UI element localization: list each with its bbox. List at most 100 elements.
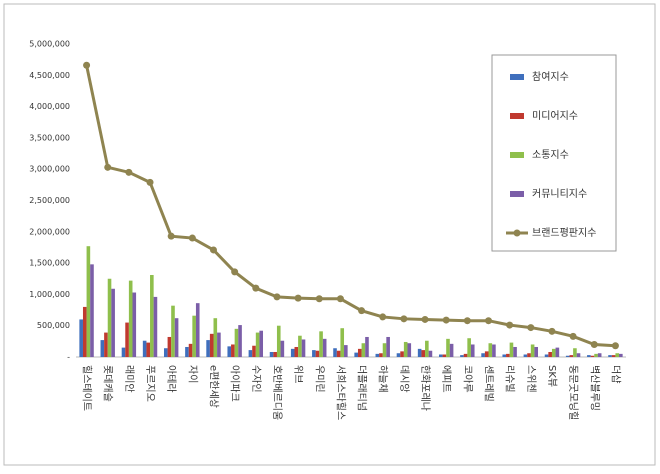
line-marker	[611, 342, 619, 350]
bar	[534, 346, 539, 357]
bar	[502, 354, 507, 357]
bar	[111, 288, 115, 357]
line-marker	[294, 294, 302, 302]
line-marker	[358, 307, 366, 315]
bar	[238, 325, 242, 357]
bar	[506, 353, 510, 357]
legend-label: 브랜드평판지수	[532, 227, 596, 239]
x-tick-label: 힐스테이트	[81, 365, 94, 411]
bar	[484, 351, 489, 357]
bar	[290, 348, 295, 357]
bar	[195, 303, 200, 357]
bar	[125, 322, 129, 357]
x-tick-label: 센트레빌	[483, 365, 495, 402]
bar	[312, 350, 316, 357]
bar	[379, 353, 383, 357]
bar	[121, 347, 126, 357]
bar	[298, 335, 302, 357]
bar	[259, 330, 264, 357]
line-marker	[83, 61, 91, 69]
legend-marker	[513, 229, 521, 237]
y-tick-label: 4,500,000	[29, 71, 70, 80]
bar	[449, 343, 454, 357]
x-tick-label: 더플래티넘	[356, 365, 368, 411]
line-marker	[442, 316, 450, 324]
bar	[354, 352, 358, 357]
bar	[153, 296, 158, 357]
bar	[425, 340, 429, 357]
bar	[150, 274, 154, 357]
bar	[463, 353, 468, 357]
x-tick-label: 자이	[186, 365, 198, 383]
line-marker	[167, 232, 175, 240]
bar	[171, 305, 175, 357]
x-tick-label: 데시앙	[398, 365, 410, 393]
line-marker	[146, 178, 154, 186]
bar	[438, 354, 443, 357]
bar	[357, 348, 362, 357]
bar	[255, 332, 260, 357]
bar	[573, 348, 577, 357]
y-tick-label: 3,000,000	[29, 165, 70, 174]
x-tick-label: 더샵	[609, 365, 621, 383]
x-tick-label: 아이파크	[229, 365, 241, 402]
line-series	[85, 64, 616, 348]
bar	[513, 346, 517, 357]
legend-label: 소통지수	[532, 149, 569, 161]
bar	[565, 355, 570, 357]
legend-label: 커뮤니티지수	[532, 188, 587, 200]
x-tick-label: 한화포레나	[419, 365, 431, 411]
x-tick-label: 푸르지오	[144, 365, 156, 402]
line-marker	[231, 268, 239, 276]
bar	[273, 351, 277, 357]
x-tick-label: 우미린	[313, 365, 325, 393]
legend-swatch	[510, 74, 524, 80]
bar	[231, 344, 235, 357]
legend-swatch	[510, 152, 524, 158]
bar	[587, 355, 591, 357]
x-tick-label: 벽산블루밍	[588, 365, 600, 411]
bar	[375, 353, 380, 357]
bar	[611, 355, 616, 357]
bar	[252, 345, 256, 357]
x-tick-label: 서희스타힐스	[334, 365, 347, 420]
y-tick-label: 2,000,000	[29, 227, 70, 236]
y-tick-label: 500,000	[37, 321, 70, 330]
line-marker	[336, 295, 344, 303]
bar	[294, 346, 299, 357]
bar	[340, 328, 345, 357]
bar	[174, 318, 179, 357]
line-marker	[548, 327, 556, 335]
line-marker	[379, 313, 387, 321]
y-tick-label: 5,000,000	[29, 40, 70, 49]
line-marker	[188, 234, 196, 242]
bar	[576, 353, 581, 357]
bar	[365, 336, 369, 357]
bar	[417, 348, 422, 357]
legend-label: 참여지수	[532, 71, 569, 83]
x-tick-label: 스위첸	[525, 365, 538, 393]
bar	[192, 315, 196, 357]
bar	[382, 343, 387, 357]
bar	[551, 348, 556, 357]
x-tick-label: SK뷰	[546, 365, 557, 387]
bar	[509, 342, 514, 357]
y-tick-label: 4,000,000	[29, 102, 70, 111]
bar	[315, 350, 320, 357]
x-tick-label: e편한세상	[208, 365, 220, 408]
line-marker	[463, 317, 471, 325]
bar	[608, 355, 612, 357]
bar	[213, 318, 218, 357]
bar	[185, 346, 189, 357]
bar	[146, 342, 151, 357]
bar	[276, 325, 281, 357]
line-marker	[527, 324, 535, 332]
bar	[590, 355, 595, 357]
bar	[492, 344, 496, 357]
y-tick-label: 2,500,000	[29, 196, 70, 205]
line-marker	[421, 315, 429, 323]
bar	[396, 353, 401, 357]
bar	[569, 355, 574, 357]
bar	[361, 343, 366, 357]
x-tick-label: 동문굿모닝힐	[567, 365, 580, 420]
